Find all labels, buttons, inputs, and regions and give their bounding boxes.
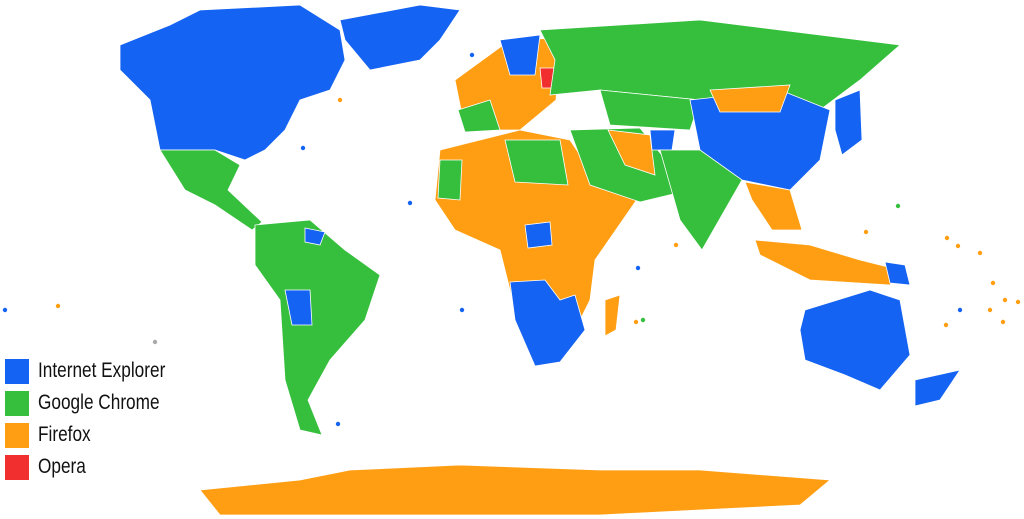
region-new-zealand: [914, 369, 961, 407]
island-marker: [955, 243, 961, 249]
region-central-asia: [599, 89, 701, 131]
region-greenland: [339, 4, 461, 71]
region-indonesia: [754, 239, 901, 286]
region-central-africa: [524, 221, 553, 249]
region-papua: [884, 261, 911, 286]
region-southeast-asia: [744, 181, 803, 231]
island-marker: [337, 97, 343, 103]
region-south-america: [254, 219, 381, 436]
island-marker: [633, 319, 639, 325]
region-afghanistan: [649, 129, 676, 151]
island-marker: [459, 307, 465, 313]
legend-label: Opera: [38, 455, 86, 478]
region-japan: [834, 89, 863, 156]
legend-item-firefox: Firefox: [5, 419, 193, 451]
island-marker: [335, 421, 341, 427]
region-iran: [607, 129, 656, 176]
legend: Internet Explorer Google Chrome Firefox …: [5, 355, 193, 483]
region-southern-africa: [509, 279, 586, 367]
island-marker: [300, 145, 306, 151]
region-europe-west: [457, 99, 501, 133]
island-marker: [990, 280, 996, 286]
island-marker: [1002, 297, 1008, 303]
region-mongolia: [709, 84, 791, 113]
island-marker: [673, 242, 679, 248]
island-marker: [407, 200, 413, 206]
legend-item-ie: Internet Explorer: [5, 355, 193, 387]
region-australia: [799, 289, 911, 391]
island-marker: [1000, 319, 1006, 325]
island-marker: [987, 307, 993, 313]
region-madagascar: [604, 294, 621, 337]
island-marker: [469, 52, 475, 58]
legend-swatch: [5, 358, 29, 384]
legend-item-chrome: Google Chrome: [5, 387, 193, 419]
legend-swatch: [5, 390, 29, 416]
island-marker: [152, 339, 158, 345]
legend-swatch: [5, 454, 29, 480]
region-west-africa: [437, 159, 463, 201]
island-marker: [957, 307, 963, 313]
island-marker: [1015, 299, 1021, 305]
region-egypt-libya: [504, 139, 569, 186]
island-marker: [944, 235, 950, 241]
region-scandinavia: [499, 34, 541, 76]
legend-label: Firefox: [38, 423, 91, 446]
legend-label: Internet Explorer: [38, 359, 166, 382]
island-marker: [55, 303, 61, 309]
region-guianas: [304, 227, 326, 246]
island-marker: [895, 203, 901, 209]
legend-item-opera: Opera: [5, 451, 193, 483]
island-marker: [977, 250, 983, 256]
island-marker: [2, 307, 8, 313]
region-antarctica: [199, 464, 832, 516]
island-marker: [943, 322, 949, 328]
region-china: [689, 89, 831, 191]
region-central-america: [159, 149, 263, 231]
legend-label: Google Chrome: [38, 391, 160, 414]
island-marker: [635, 265, 641, 271]
island-marker: [863, 229, 869, 235]
region-north-america: [119, 4, 346, 161]
island-marker: [640, 317, 646, 323]
region-bolivia: [284, 289, 313, 326]
legend-swatch: [5, 422, 29, 448]
